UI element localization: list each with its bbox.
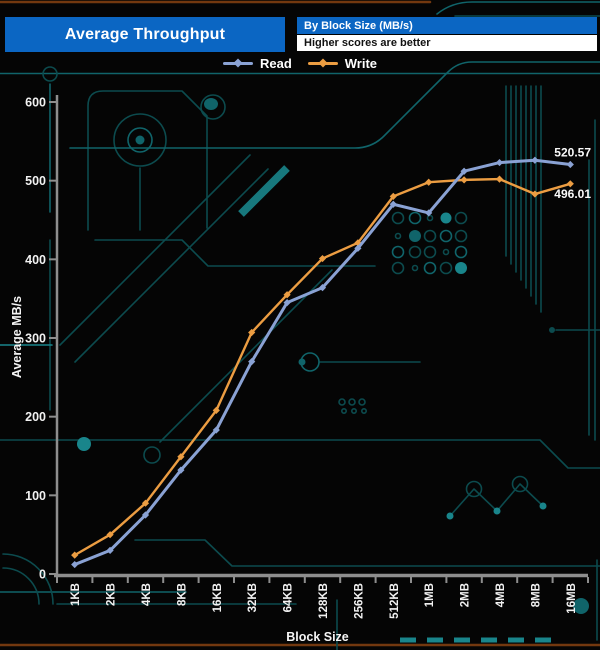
write-marker-icon [318,57,328,68]
svg-text:400: 400 [25,253,46,267]
svg-text:600: 600 [25,96,46,110]
legend: Read Write [0,53,600,73]
svg-text:0: 0 [39,568,46,582]
svg-text:1KB: 1KB [70,583,82,606]
subtitle-metric: By Block Size (MB/s) [297,17,597,35]
legend-item-write: Write [307,55,378,71]
svg-text:520.57: 520.57 [554,145,591,159]
svg-text:8MB: 8MB [530,583,542,607]
svg-text:4MB: 4MB [495,583,507,607]
legend-item-read: Read [222,55,292,71]
svg-text:16KB: 16KB [212,583,224,612]
svg-text:496.01: 496.01 [554,187,591,201]
svg-text:200: 200 [25,410,46,424]
svg-text:500: 500 [25,174,46,188]
chart-subtitle-box: By Block Size (MB/s) Higher scores are b… [297,17,597,52]
svg-text:8KB: 8KB [176,583,188,606]
svg-text:32KB: 32KB [247,583,259,612]
svg-text:256KB: 256KB [353,583,365,619]
chart-title-bar: Average Throughput [5,17,285,52]
read-series-swatch [222,57,253,68]
svg-text:Average MB/s: Average MB/s [10,296,24,378]
svg-text:2MB: 2MB [460,583,472,607]
page-title: Average Throughput [64,25,226,43]
legend-label-write: Write [344,55,378,71]
read-marker-icon [233,57,243,68]
svg-text:100: 100 [25,489,46,503]
svg-text:2KB: 2KB [106,583,118,606]
svg-text:300: 300 [25,332,46,346]
svg-text:1MB: 1MB [424,583,436,607]
subtitle-note: Higher scores are better [297,35,597,51]
svg-text:512KB: 512KB [389,583,401,619]
svg-text:128KB: 128KB [318,583,330,619]
svg-text:64KB: 64KB [283,583,295,612]
legend-label-read: Read [259,55,292,71]
svg-text:4KB: 4KB [141,583,153,606]
svg-text:16MB: 16MB [566,583,578,614]
svg-text:Block Size: Block Size [286,630,349,644]
write-series-swatch [307,57,338,68]
